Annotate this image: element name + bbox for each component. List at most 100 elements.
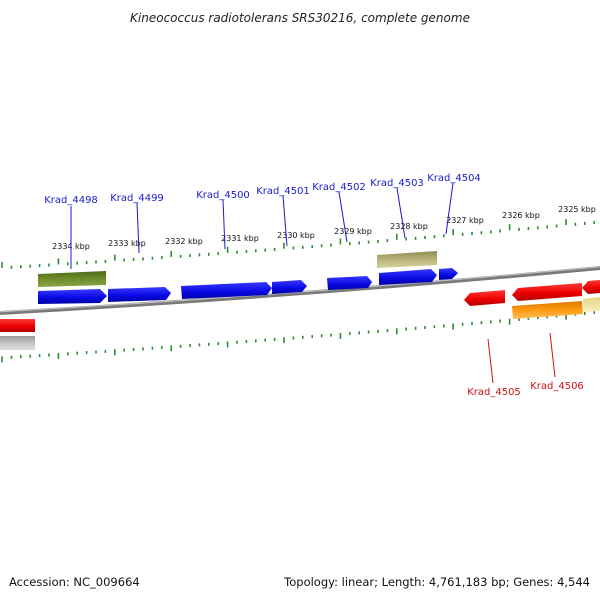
cds-krad-4504[interactable] [439, 268, 458, 280]
minor-tick [208, 342, 210, 346]
minor-tick [358, 331, 360, 335]
major-tick [283, 242, 285, 249]
minor-tick [405, 237, 407, 241]
cds-krad-4506[interactable] [512, 283, 582, 301]
ruler-tick-label: 2329 kbp [334, 227, 372, 236]
gene-label-krad-4501[interactable]: Krad_4501 [256, 186, 310, 197]
minor-tick [132, 258, 135, 261]
ruler-tick-label: 2325 kbp [558, 205, 596, 214]
gray-feature-block [0, 336, 35, 350]
major-tick [452, 229, 454, 236]
minor-tick [330, 243, 332, 247]
major-tick [283, 337, 285, 344]
minor-tick [10, 265, 13, 269]
minor-tick [349, 242, 351, 246]
gene-label-krad-4498[interactable]: Krad_4498 [44, 195, 98, 206]
gene-label-krad-4500[interactable]: Krad_4500 [196, 190, 250, 201]
gene-label-krad-4504[interactable]: Krad_4504 [427, 173, 481, 184]
leader-line [396, 187, 406, 239]
cds-right-edge-reverse[interactable] [582, 280, 600, 294]
minor-tick [264, 248, 266, 252]
minor-tick [217, 342, 219, 346]
genome-backbone [0, 266, 600, 315]
reverse-gene-labels: Krad_4505 Krad_4506 [467, 332, 584, 398]
gene-label-krad-4502[interactable]: Krad_4502 [312, 182, 366, 193]
cds-left-edge-reverse[interactable] [0, 319, 35, 332]
major-tick [396, 328, 398, 335]
cds-krad-4498[interactable] [38, 289, 107, 304]
minor-tick [443, 324, 445, 328]
minor-tick [518, 227, 520, 231]
minor-tick [490, 230, 492, 234]
minor-tick [255, 249, 257, 253]
minor-tick [189, 254, 191, 258]
major-tick [452, 323, 454, 330]
minor-tick [104, 349, 107, 353]
minor-tick [38, 264, 41, 268]
forward-tick-ring [1, 219, 595, 269]
major-tick [1, 261, 3, 268]
minor-tick [264, 338, 266, 342]
reverse-cds-track [0, 280, 600, 332]
gene-label-krad-4506[interactable]: Krad_4506 [530, 381, 584, 392]
major-tick [396, 233, 398, 240]
major-tick [226, 246, 229, 253]
gene-label-krad-4499[interactable]: Krad_4499 [110, 193, 164, 204]
major-tick [170, 345, 172, 352]
minor-tick [414, 326, 417, 330]
minor-tick [67, 352, 69, 356]
minor-tick [377, 239, 379, 243]
major-tick [114, 254, 116, 261]
major-tick [508, 318, 511, 325]
minor-tick [499, 229, 501, 233]
minor-tick [142, 257, 144, 261]
cds-krad-4499[interactable] [108, 287, 171, 302]
leader-line [222, 199, 226, 250]
minor-tick [85, 261, 88, 265]
minor-tick [151, 256, 154, 260]
gene-label-krad-4503[interactable]: Krad_4503 [370, 178, 424, 189]
minor-tick [574, 222, 577, 226]
minor-tick [386, 329, 389, 333]
minor-tick [29, 264, 31, 268]
cds-krad-4502[interactable] [327, 276, 372, 290]
gene-label-krad-4505[interactable]: Krad_4505 [467, 387, 521, 398]
genome-summary-text: Topology: linear; Length: 4,761,183 bp; … [283, 575, 590, 589]
minor-tick [424, 236, 426, 239]
minor-tick [48, 263, 50, 267]
minor-tick [95, 260, 97, 264]
minor-tick [245, 250, 248, 253]
major-tick [339, 332, 342, 339]
reverse-tick-ring [1, 311, 595, 363]
minor-tick [330, 333, 332, 337]
minor-tick [537, 226, 539, 230]
minor-tick [527, 227, 530, 230]
minor-tick [236, 250, 238, 254]
minor-tick [198, 343, 201, 347]
cds-krad-4503[interactable] [379, 269, 437, 285]
minor-tick [424, 326, 426, 329]
minor-tick [518, 317, 520, 321]
khaki-feature-block [377, 251, 437, 268]
olive-feature-block [38, 271, 106, 287]
orange-feature-block [512, 301, 583, 319]
major-tick [57, 258, 60, 265]
minor-tick [433, 235, 436, 239]
minor-tick [245, 340, 248, 343]
minor-tick [76, 351, 78, 355]
minor-tick [320, 244, 323, 248]
minor-tick [302, 245, 304, 249]
minor-tick [85, 351, 88, 355]
cds-krad-4501[interactable] [272, 280, 307, 294]
minor-tick [405, 327, 407, 331]
minor-tick [471, 232, 473, 235]
minor-tick [95, 350, 97, 354]
minor-tick [349, 332, 351, 336]
minor-tick [292, 246, 295, 250]
minor-tick [104, 259, 107, 263]
minor-tick [377, 329, 379, 333]
minor-tick [123, 258, 125, 262]
cds-krad-4500[interactable] [181, 282, 272, 299]
minor-tick [367, 330, 370, 334]
cds-krad-4505[interactable] [464, 290, 505, 306]
